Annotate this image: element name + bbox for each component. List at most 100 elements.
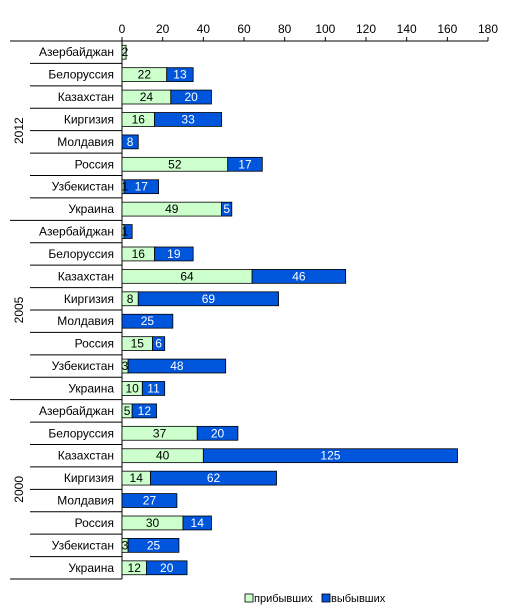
category-label: Россия [75,337,114,351]
data-label-arrived: 52 [168,157,182,171]
category-label: Азербайджан [39,45,114,59]
bar-departed [145,560,188,576]
x-tick-label: 160 [437,22,457,36]
data-label-arrived: 64 [180,269,194,283]
category-label: Азербайджан [39,225,114,239]
data-label-departed: 62 [207,471,221,485]
category-label: Россия [75,516,114,530]
bar-departed [121,134,139,150]
x-tick-label: 100 [315,22,335,36]
data-label-departed: 20 [211,426,225,440]
bar-departed [123,179,159,195]
data-label-arrived: 1 [122,180,129,194]
bar-departed [166,67,194,82]
bar-departed [150,470,277,486]
data-label-departed: 20 [160,561,174,575]
x-tick-label: 140 [397,22,417,36]
data-label-departed: 6 [155,337,162,351]
data-label-departed: 17 [135,180,149,194]
category-label: Молдавия [57,314,114,328]
data-label-arrived: 15 [131,337,145,351]
bar-departed [221,201,233,217]
category-label: Белоруссия [48,247,114,261]
category-label: Узбекистан [52,180,114,194]
data-label-departed: 20 [184,90,198,104]
bar-departed [127,358,227,374]
category-label: Россия [75,157,114,171]
data-label-arrived: 16 [132,112,146,126]
bar-departed [152,336,166,351]
category-label: Киргизия [64,471,114,485]
data-label-departed: 17 [238,157,252,171]
category-label: Белоруссия [48,426,114,440]
data-label-departed: 48 [170,359,184,373]
bar-departed [182,515,212,531]
legend-swatch-departed [321,593,331,603]
legend-swatch-arrived [244,593,254,603]
data-label-arrived: 30 [146,516,160,530]
data-label-departed: 125 [320,449,340,463]
category-label: Узбекистан [52,359,114,373]
bar-departed [154,112,223,127]
data-label-departed: 25 [147,538,161,552]
x-tick-label: 80 [278,22,292,36]
category-label: Казахстан [58,269,114,283]
bar-departed [251,269,347,284]
legend-label-arrived: прибывших [254,593,313,605]
bar-departed [121,313,174,329]
data-label-arrived: 49 [165,202,179,216]
data-label-arrived: 10 [125,381,139,395]
data-label-departed: 12 [138,404,152,418]
bar-arrived [121,44,127,60]
data-label-arrived: 16 [132,247,146,261]
data-label-arrived: 8 [127,292,134,306]
category-label: Украина [68,381,114,395]
data-label-arrived: 1 [122,225,129,239]
category-label: Украина [68,202,114,216]
legend: прибывших выбывших [244,593,386,605]
bar-departed [137,291,279,307]
bar-departed [141,381,166,396]
x-tick-label: 180 [478,22,498,36]
category-label: Молдавия [57,494,114,508]
x-tick-label: 120 [356,22,376,36]
data-label-departed: 11 [147,381,160,395]
year-label: 2005 [12,296,26,323]
bar-departed [154,246,194,262]
bar-departed [127,538,180,553]
data-label-arrived: 2 [122,45,129,59]
category-label: Узбекистан [52,538,114,552]
bar-departed [131,403,157,419]
category-label: Киргизия [64,292,114,306]
axis-layer: 0 20 40 60 80 100 120 140 160 180 [10,22,498,580]
category-label: Азербайджан [39,404,114,418]
category-label: Казахстан [58,449,114,463]
x-tick-label: 60 [237,22,251,36]
x-tick-label: 20 [156,22,170,36]
category-label: Молдавия [57,135,114,149]
data-label-arrived: 22 [138,68,152,82]
data-label-arrived: 40 [156,449,170,463]
data-label-arrived: 5 [124,404,131,418]
data-label-arrived: 14 [130,471,144,485]
category-label: Казахстан [58,90,114,104]
category-label: Киргизия [64,112,114,126]
category-label: Белоруссия [48,68,114,82]
data-label-departed: 14 [191,516,205,530]
data-label-arrived: 37 [153,426,167,440]
year-label: 2000 [12,476,26,503]
x-tick-label: 40 [197,22,211,36]
bar-departed [170,89,212,105]
data-label-departed: 5 [223,202,230,216]
year-label: 2012 [12,117,26,144]
data-label-departed: 27 [143,494,157,508]
data-label-departed: 13 [173,68,187,82]
data-label-departed: 25 [141,314,155,328]
data-label-departed: 46 [292,269,306,283]
data-label-arrived: 24 [140,90,154,104]
x-tick-label: 0 [119,22,126,36]
data-label-arrived: 3 [122,538,129,552]
bars-layer [121,44,458,576]
